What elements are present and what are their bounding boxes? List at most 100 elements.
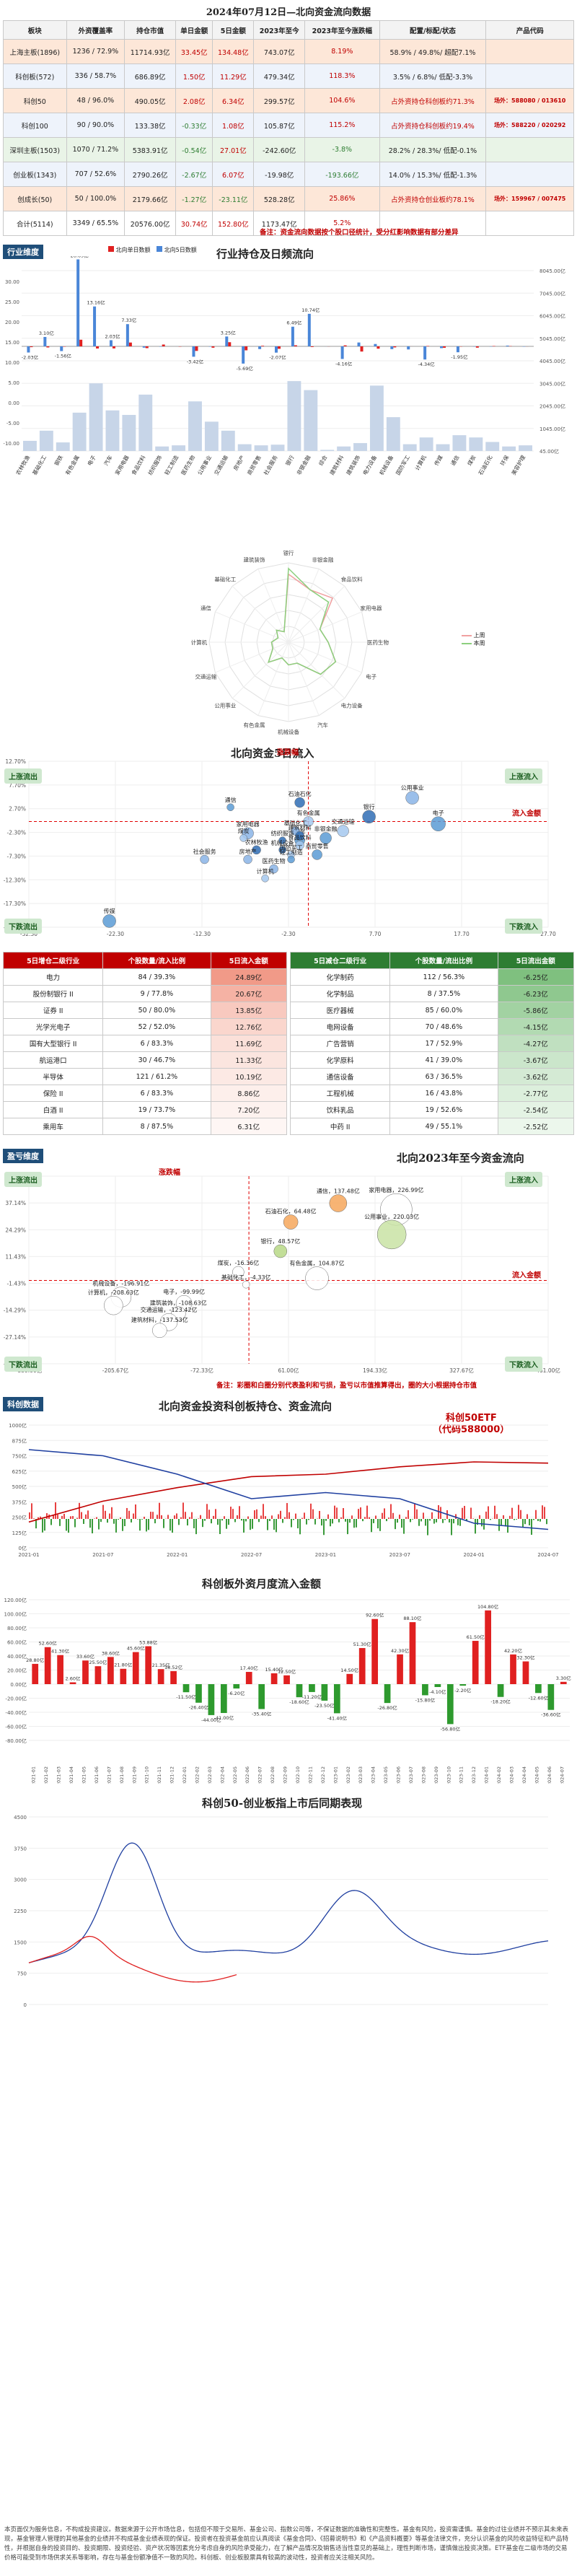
month-bar-label: -26.80亿 bbox=[377, 1704, 397, 1711]
flow-bar bbox=[503, 1515, 504, 1519]
flow-bar bbox=[135, 1504, 136, 1519]
x-tick: 327.67亿 bbox=[449, 1367, 474, 1374]
y-tick: 3750 bbox=[14, 1846, 27, 1852]
left-cell-0: 乘用车 bbox=[2, 1118, 104, 1135]
bubble-point bbox=[243, 854, 252, 864]
flow-bar bbox=[74, 1519, 76, 1528]
sector5-section: 北向资金5日流入 涨跌幅 12.70% 7.70% 2.70% -2.30% -7.30… bbox=[0, 740, 577, 949]
month-bar-label: 42.20亿 bbox=[504, 1647, 523, 1654]
month-bar-label: -12.60亿 bbox=[529, 1694, 549, 1701]
flow-bar bbox=[488, 1506, 489, 1519]
flow-bar bbox=[366, 1505, 368, 1519]
y-tick: 2250 bbox=[14, 1909, 27, 1914]
flow-bar bbox=[217, 1519, 219, 1525]
summary-cell-ytd: 299.57亿 bbox=[253, 88, 306, 113]
flow-bar bbox=[529, 1519, 530, 1525]
left-cell-0: 航运港口 bbox=[2, 1051, 104, 1069]
flow-bar bbox=[509, 1515, 511, 1519]
flow-bar bbox=[377, 1519, 379, 1529]
flow-bar bbox=[347, 1519, 348, 1535]
series-cyb bbox=[28, 1842, 549, 1963]
summary-header-2: 持仓市值 bbox=[124, 20, 176, 40]
month-bar-label: -35.40亿 bbox=[252, 1711, 272, 1717]
summary-cell-name: 创业板(1343) bbox=[3, 162, 67, 187]
left-cell-0: 保险 II bbox=[2, 1085, 104, 1102]
flow-bar bbox=[46, 1513, 48, 1519]
month-bar-label: -56.80亿 bbox=[441, 1725, 461, 1732]
flow-bar bbox=[239, 1506, 240, 1519]
summary-cell-ytd: 479.34亿 bbox=[253, 63, 306, 89]
x-tick: 27.70 bbox=[540, 931, 556, 937]
bubble-label: 公用事业 bbox=[401, 784, 424, 792]
summary-cell-mv: 490.05亿 bbox=[124, 88, 176, 113]
flow-bar bbox=[154, 1519, 156, 1524]
flow-bar bbox=[126, 1507, 128, 1519]
summary-table: 板块 外资覆盖率 持仓市值 单日金额 5日金额 2023年至今 2023年至今涨跌幅 配置/标… bbox=[3, 20, 574, 236]
kc50-chart: 4500 3750 3000 2250 1500 750 0 bbox=[0, 1810, 577, 2022]
category-label: 轻工制造 bbox=[163, 454, 180, 476]
right-cell-0: 工程机械 bbox=[289, 1085, 391, 1102]
summary-cell-name: 科创100 bbox=[3, 113, 67, 138]
bar-daily bbox=[30, 346, 33, 348]
bubble-label: 银行 bbox=[364, 803, 375, 810]
bubble-point bbox=[376, 1219, 407, 1250]
flow-bar bbox=[527, 1514, 528, 1519]
bubble-label: 农林牧渔 bbox=[245, 838, 268, 846]
month-label: 2021-06 bbox=[94, 1766, 100, 1784]
bubble-label: 石油石化 bbox=[288, 790, 312, 797]
bubble-label: 纺织服饰 bbox=[271, 830, 294, 837]
flow-bar bbox=[263, 1504, 264, 1519]
flow-bar bbox=[542, 1505, 543, 1519]
bubble-label: 食品饮料 bbox=[288, 833, 312, 841]
holding-bar bbox=[485, 442, 500, 451]
category-label: 环保 bbox=[499, 454, 511, 467]
holding-bar bbox=[204, 421, 219, 451]
s5wrap-svg: 12.70% 7.70% 2.70% -2.30% -7.30% -12.30% -17.3… bbox=[4, 758, 556, 937]
month-label: 2022-09 bbox=[283, 1766, 288, 1784]
left-axis-tick: 10.00 bbox=[5, 360, 19, 366]
month-bar bbox=[82, 1660, 89, 1684]
quadrant-q_tr: 上涨流入 bbox=[505, 768, 542, 784]
left-row: 乘用车 8 / 87.5% 6.31亿 bbox=[2, 1118, 287, 1135]
y-tick: 0 bbox=[24, 2002, 27, 2008]
y-tick: -2.30% bbox=[6, 830, 26, 836]
x-tick: -72.33亿 bbox=[190, 1367, 213, 1374]
summary-row: 科创板(572) 336 / 58.7% 686.89亿 1.50亿 11.29亿 479… bbox=[3, 63, 574, 89]
month-bar-label: -18.60亿 bbox=[289, 1699, 309, 1705]
left-cell-1: 8 / 87.5% bbox=[102, 1118, 211, 1135]
summary-row: 创业板(1343) 707 / 52.6% 2790.26亿 -2.67亿 6.07亿 -… bbox=[3, 162, 574, 187]
month-bar-label: 3.30亿 bbox=[556, 1675, 571, 1681]
holding-bar bbox=[402, 444, 417, 451]
summary-cell-d1: -1.27亿 bbox=[175, 186, 213, 211]
flow-bar bbox=[427, 1519, 428, 1535]
holding-bar bbox=[254, 445, 268, 451]
summary-row: 科创50 48 / 96.0% 490.05亿 2.08亿 6.34亿 299.57亿 10… bbox=[3, 88, 574, 113]
flow-bar bbox=[336, 1507, 338, 1519]
summary-cell-d1: 1.50亿 bbox=[175, 63, 213, 89]
flow-bar bbox=[79, 1502, 80, 1519]
right-axis-tick: 45.00亿 bbox=[539, 448, 559, 455]
flow-bar bbox=[198, 1518, 199, 1519]
bar-5d bbox=[60, 346, 63, 351]
flow-bar bbox=[161, 1515, 162, 1519]
month-bar-label: 53.88亿 bbox=[139, 1639, 158, 1645]
summary-header-8: 产品代码 bbox=[485, 20, 574, 40]
holding-bar bbox=[138, 394, 153, 451]
x-tick: -32.30 bbox=[20, 931, 38, 937]
bar-5d bbox=[76, 259, 80, 346]
quadrant-q_tr: 上涨流入 bbox=[505, 1172, 542, 1187]
series-holding bbox=[28, 1461, 549, 1523]
kc-code: （代码588000） bbox=[433, 1424, 510, 1435]
left-axis-tick: 30.00 bbox=[5, 279, 19, 285]
y-tick: -12.30% bbox=[4, 877, 26, 883]
flow-bar bbox=[241, 1519, 242, 1521]
right-cell-0: 广告营销 bbox=[289, 1035, 391, 1052]
flow-bar bbox=[451, 1519, 452, 1535]
category-label: 石油石化 bbox=[477, 454, 494, 476]
category-label: 计算机 bbox=[413, 454, 428, 472]
summary-cell-code: 场外：588220 / 020292 bbox=[485, 113, 574, 138]
flow-bar bbox=[440, 1507, 441, 1519]
month-label: 2023-06 bbox=[396, 1766, 402, 1784]
month-bar bbox=[57, 1655, 63, 1684]
flow-bar bbox=[511, 1507, 513, 1519]
